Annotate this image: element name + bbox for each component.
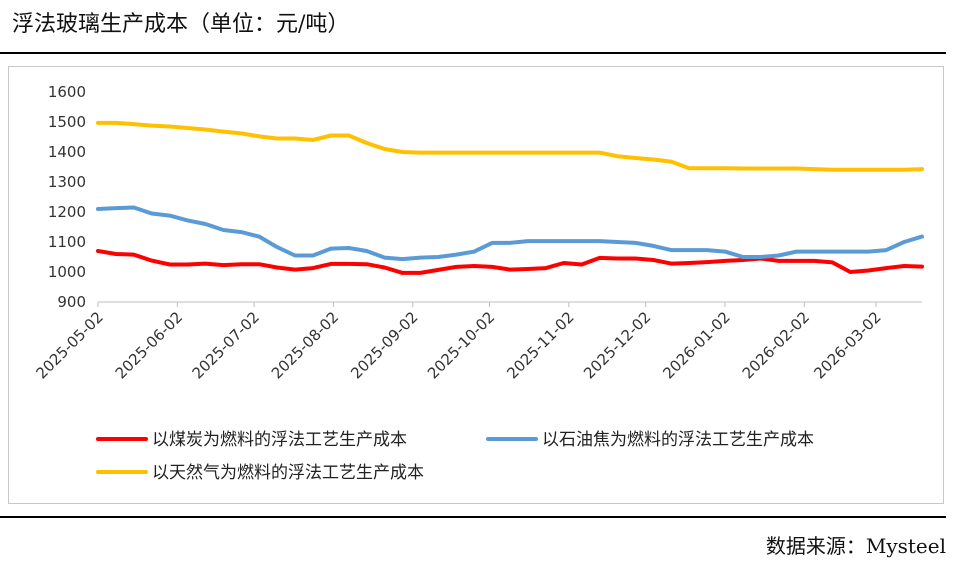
x-tick-label: 2025-09-02: [347, 308, 421, 382]
x-tick-label: 2025-05-02: [32, 308, 106, 382]
data-source: 数据来源：Mysteel: [765, 534, 946, 558]
y-tick-label: 1300: [48, 173, 86, 191]
legend-label-2: 以石油焦为燃料的浮法工艺生产成本: [542, 430, 814, 450]
series-line-3: [96, 120, 924, 172]
bottom-rule: [0, 516, 946, 518]
x-tick-label: 2026-03-02: [810, 308, 884, 382]
y-tick-label: 1000: [48, 263, 86, 281]
series-line-2: [96, 205, 924, 262]
y-tick-label: 900: [57, 293, 86, 311]
legend-label-3: 以天然气为燃料的浮法工艺生产成本: [152, 463, 424, 483]
x-tick-label: 2025-06-02: [112, 308, 186, 382]
series-layer: [96, 120, 924, 275]
x-tick-label: 2026-01-02: [659, 308, 733, 382]
x-tick-label: 2025-12-02: [580, 308, 654, 382]
y-tick-label: 1200: [48, 203, 86, 221]
y-tick-label: 1600: [48, 83, 86, 101]
x-tick-label: 2025-08-02: [268, 308, 342, 382]
x-tick-label: 2025-10-02: [424, 308, 498, 382]
top-rule: [0, 52, 946, 54]
y-tick-label: 1500: [48, 113, 86, 131]
y-tick-label: 1400: [48, 143, 86, 161]
legend-label-1: 以煤炭为燃料的浮法工艺生产成本: [152, 430, 407, 450]
legend: 以煤炭为燃料的浮法工艺生产成本 以石油焦为燃料的浮法工艺生产成本以天然气为燃料的浮…: [96, 430, 814, 483]
chart-frame: [8, 66, 944, 504]
x-tick-label: 2025-07-02: [189, 308, 263, 382]
x-tick-label: 2026-02-02: [739, 308, 813, 382]
y-tick-label: 1100: [48, 233, 86, 251]
x-axis: 2025-05-02 2025-06-02 2025-07-02 2025-08-02…: [32, 301, 922, 382]
chart-title: 浮法玻璃生产成本（单位：元/吨）: [12, 12, 350, 37]
y-axis: 900 1000 1100 1200 1300 1400 1500 1600: [48, 83, 86, 311]
series-line-1: [96, 249, 924, 275]
x-tick-label: 2025-11-02: [503, 308, 577, 382]
